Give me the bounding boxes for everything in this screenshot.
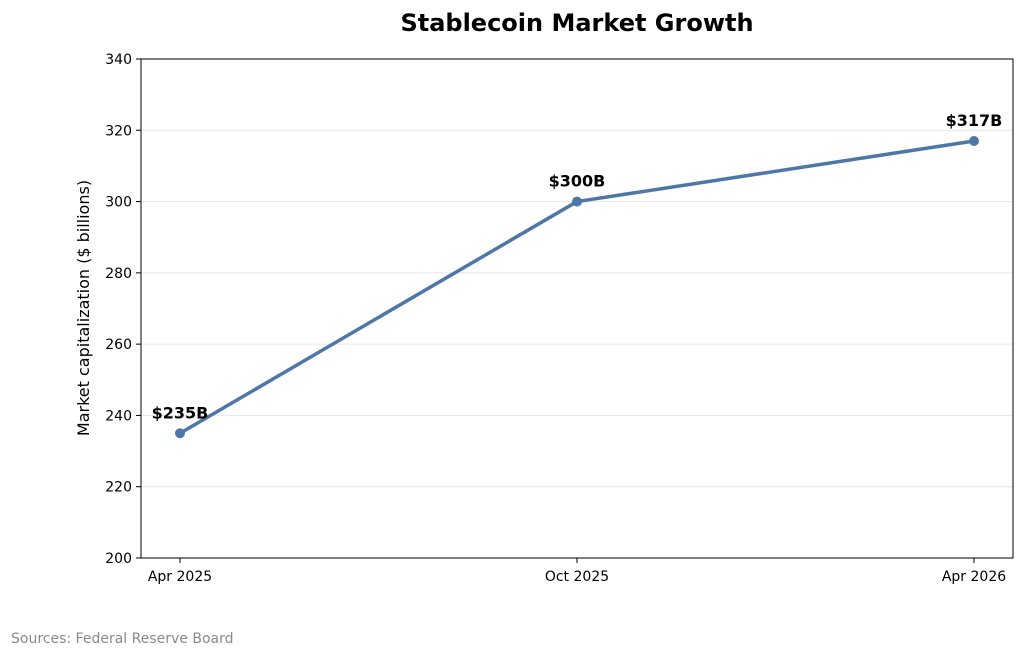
y-tick-label: 280 (105, 266, 132, 282)
y-tick-label: 200 (105, 551, 132, 567)
plot-area-frame (140, 58, 1014, 559)
x-tick-label: Apr 2026 (942, 569, 1006, 585)
y-tick-label: 240 (105, 408, 132, 424)
source-note: Sources: Federal Reserve Board (11, 631, 234, 647)
data-label: $300B (549, 172, 606, 191)
data-label: $235B (152, 403, 209, 422)
data-point (175, 428, 185, 439)
x-axis-ticks: Apr 2025 Oct 2025 Apr 2026 (148, 558, 1006, 585)
x-tick-label: Oct 2025 (545, 569, 609, 585)
y-tick-label: 340 (105, 52, 132, 68)
data-point (572, 196, 582, 207)
line-chart: Stablecoin Market Growth 200 220 240 260 280… (74, 9, 1014, 585)
y-tick-label: 300 (105, 195, 132, 211)
x-tick-label: Apr 2025 (148, 569, 212, 585)
data-label: $317B (946, 111, 1003, 130)
data-labels: $235B $300B $317B (152, 111, 1003, 422)
chart-title: Stablecoin Market Growth (400, 9, 753, 37)
y-tick-label: 220 (105, 480, 132, 496)
y-tick-label: 260 (105, 337, 132, 353)
y-axis-ticks: 200 220 240 260 280 300 320 340 (105, 52, 141, 567)
y-tick-label: 320 (105, 123, 132, 139)
series-line-group (175, 135, 979, 439)
data-point (969, 135, 979, 146)
y-axis-label: Market capitalization ($ billions) (74, 180, 93, 436)
